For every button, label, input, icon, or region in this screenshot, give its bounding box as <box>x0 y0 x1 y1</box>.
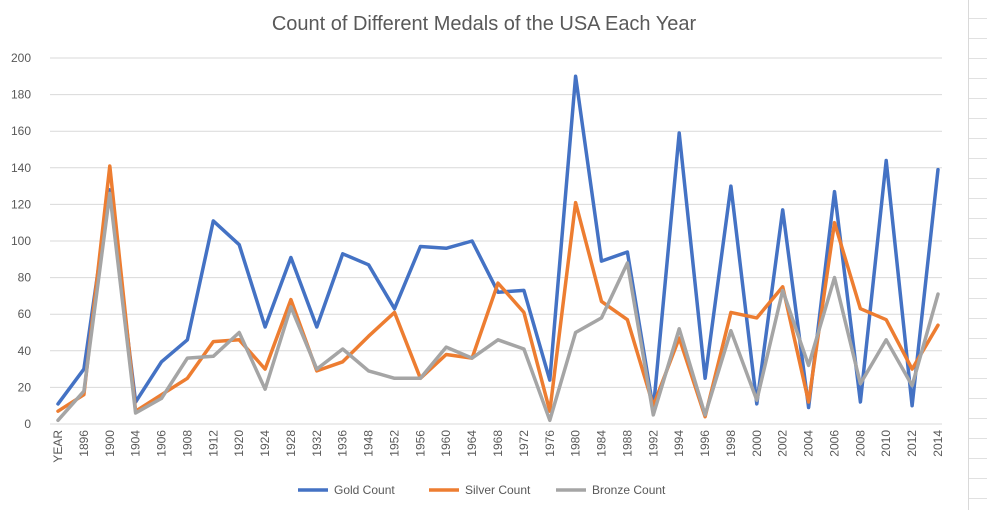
x-tick-label: 1994 <box>672 430 686 457</box>
x-tick-label: 1928 <box>284 430 298 457</box>
y-tick-label: 120 <box>11 197 31 211</box>
grid-row-line <box>969 418 987 419</box>
series-line-bronze-count <box>56 191 940 423</box>
series-line-silver-count <box>56 164 940 419</box>
y-axis-tick-labels: 0 20 40 60 80 100 120 140 160 180 200 <box>11 51 31 431</box>
grid-row-line <box>969 158 987 159</box>
grid-row-line <box>969 338 987 339</box>
y-tick-label: 60 <box>18 307 32 321</box>
x-tick-label: 1904 <box>129 430 143 457</box>
x-tick-label: 1956 <box>413 430 427 457</box>
x-tick-label: 2014 <box>931 430 945 457</box>
grid-row-line <box>969 118 987 119</box>
legend-label: Gold Count <box>334 483 395 497</box>
grid-row-line <box>969 98 987 99</box>
grid-row-line <box>969 458 987 459</box>
chart-title: Count of Different Medals of the USA Eac… <box>272 13 697 35</box>
grid-row-line <box>969 58 987 59</box>
x-tick-label: 1936 <box>336 430 350 457</box>
x-tick-label: 2006 <box>827 430 841 457</box>
grid-row-line <box>969 438 987 439</box>
x-axis-tick-labels: YEAR 1896 1900 1904 1906 1908 1912 1920 1924 1928… <box>51 430 945 463</box>
legend-label: Silver Count <box>465 483 531 497</box>
x-tick-label: 1976 <box>543 430 557 457</box>
grid-row-line <box>969 198 987 199</box>
x-tick-label: 1964 <box>465 430 479 457</box>
grid-row-line <box>969 478 987 479</box>
y-tick-label: 20 <box>18 380 32 394</box>
x-tick-label: YEAR <box>51 430 65 463</box>
x-tick-label: 1912 <box>206 430 220 457</box>
grid-row-line <box>969 298 987 299</box>
grid-row-line <box>969 218 987 219</box>
series-lines <box>56 74 940 423</box>
x-tick-label: 1960 <box>439 430 453 457</box>
x-tick-label: 1920 <box>232 430 246 457</box>
y-tick-label: 140 <box>11 161 31 175</box>
grid-row-line <box>969 358 987 359</box>
x-tick-label: 2002 <box>776 430 790 457</box>
gridlines <box>50 57 942 425</box>
x-tick-label: 1998 <box>724 430 738 457</box>
grid-row-line <box>969 378 987 379</box>
grid-row-line <box>969 498 987 499</box>
y-tick-label: 0 <box>24 417 31 431</box>
x-tick-label: 1968 <box>491 430 505 457</box>
x-tick-label: 2004 <box>802 430 816 457</box>
x-tick-label: 1906 <box>155 430 169 457</box>
x-tick-label: 1908 <box>180 430 194 457</box>
grid-row-line <box>969 398 987 399</box>
y-tick-label: 100 <box>11 234 31 248</box>
grid-row-line <box>969 258 987 259</box>
grid-row-line <box>969 78 987 79</box>
y-tick-label: 80 <box>18 271 32 285</box>
x-tick-label: 2000 <box>750 430 764 457</box>
grid-row-line <box>969 238 987 239</box>
grid-row-line <box>969 18 987 19</box>
grid-row-line <box>969 318 987 319</box>
y-tick-label: 180 <box>11 88 31 102</box>
legend: Gold Count Silver Count Bronze Count <box>298 483 666 497</box>
grid-row-line <box>969 178 987 179</box>
x-tick-label: 1980 <box>569 430 583 457</box>
x-tick-label: 1900 <box>103 430 117 457</box>
x-tick-label: 1988 <box>620 430 634 457</box>
x-tick-label: 1996 <box>698 430 712 457</box>
y-tick-label: 40 <box>18 344 32 358</box>
grid-row-line <box>969 278 987 279</box>
grid-row-line <box>969 38 987 39</box>
x-tick-label: 1984 <box>595 430 609 457</box>
x-tick-label: 2010 <box>879 430 893 457</box>
x-tick-label: 1952 <box>387 430 401 457</box>
series-line-gold-count <box>56 74 940 412</box>
x-tick-label: 1932 <box>310 430 324 457</box>
x-tick-label: 1992 <box>646 430 660 457</box>
y-tick-label: 200 <box>11 51 31 65</box>
x-tick-label: 1948 <box>362 430 376 457</box>
grid-row-line <box>969 138 987 139</box>
x-tick-label: 2008 <box>853 430 867 457</box>
y-tick-label: 160 <box>11 124 31 138</box>
x-tick-label: 2012 <box>905 430 919 457</box>
x-tick-label: 1896 <box>77 430 91 457</box>
spreadsheet-grid-edge <box>968 0 987 510</box>
x-tick-label: 1972 <box>517 430 531 457</box>
x-tick-label: 1924 <box>258 430 272 457</box>
legend-label: Bronze Count <box>592 483 666 497</box>
